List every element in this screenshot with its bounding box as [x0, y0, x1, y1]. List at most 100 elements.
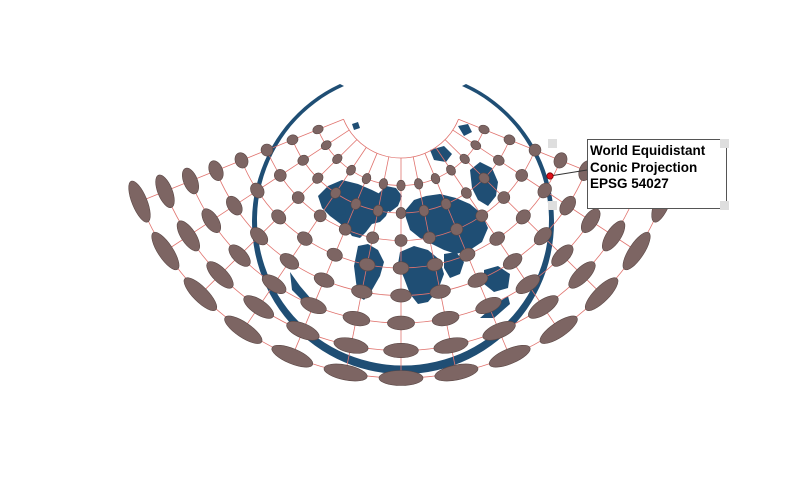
tissot-ellipse	[395, 207, 407, 219]
tissot-ellipse	[176, 220, 200, 252]
tissot-ellipse	[228, 244, 251, 267]
tissot-ellipse	[274, 169, 287, 182]
tissot-ellipse	[497, 191, 511, 204]
tissot-ellipse	[580, 208, 601, 233]
tissot-ellipse	[243, 295, 274, 319]
tissot-ellipse	[297, 231, 313, 246]
tissot-ellipse	[261, 274, 287, 295]
resize-handle-bottom-right[interactable]	[720, 201, 729, 210]
tissot-ellipse	[622, 231, 651, 271]
tissot-ellipse	[155, 174, 175, 208]
tissot-ellipse	[423, 231, 436, 244]
tissot-ellipse	[226, 195, 243, 216]
tissot-ellipse	[467, 272, 489, 288]
anchor-dot[interactable]	[546, 172, 554, 180]
tissot-ellipse	[383, 343, 419, 359]
resize-handle-top-right[interactable]	[720, 139, 729, 148]
tissot-ellipse	[183, 277, 218, 312]
tissot-ellipse	[488, 344, 531, 368]
tissot-ellipse	[372, 204, 384, 217]
annotation-line-1: World Equidistant	[590, 143, 706, 158]
tissot-ellipse	[312, 124, 324, 135]
tissot-ellipse	[151, 231, 180, 271]
tissot-ellipse	[342, 311, 371, 327]
tissot-ellipse	[568, 261, 596, 289]
tissot-ellipse	[291, 191, 305, 204]
tissot-ellipse	[478, 124, 490, 135]
tissot-ellipse	[429, 284, 451, 299]
tissot-ellipse	[313, 272, 335, 288]
tissot-ellipse	[279, 253, 300, 270]
tissot-ellipse	[459, 247, 476, 262]
tissot-ellipse	[515, 209, 531, 225]
land-australia	[484, 266, 510, 292]
tissot-ellipse	[300, 296, 327, 315]
tissot-ellipse	[250, 227, 269, 246]
tissot-ellipse	[396, 179, 406, 192]
tissot-ellipse	[351, 284, 373, 299]
tissot-ellipse	[470, 140, 482, 151]
tissot-ellipse	[533, 227, 552, 246]
annotation-line-3: EPSG 54027	[590, 176, 669, 191]
tissot-ellipse	[271, 344, 314, 368]
tissot-ellipse	[224, 315, 263, 344]
resize-handle-top-left[interactable]	[548, 139, 557, 148]
tissot-ellipse	[313, 209, 327, 223]
tissot-ellipse	[366, 231, 379, 244]
tissot-ellipse	[323, 363, 368, 382]
annotation-callout[interactable]: World Equidistant Conic Projection EPSG …	[587, 139, 727, 209]
tissot-ellipse	[440, 198, 452, 210]
tissot-ellipse	[584, 277, 619, 312]
tissot-ellipse	[346, 164, 356, 176]
tissot-ellipse	[559, 195, 576, 216]
tissot-ellipse	[390, 288, 412, 303]
tissot-ellipse	[446, 164, 456, 176]
tissot-ellipse	[378, 370, 424, 386]
tissot-ellipse	[350, 198, 362, 210]
tissot-ellipse	[250, 182, 265, 199]
tissot-ellipse	[493, 154, 505, 166]
tissot-ellipse	[359, 257, 376, 272]
tissot-ellipse	[392, 261, 410, 275]
land-east-asia	[470, 162, 498, 206]
graticule	[139, 118, 663, 379]
tissot-ellipse	[459, 153, 470, 164]
tissot-ellipse	[515, 274, 541, 295]
tissot-ellipse	[260, 143, 274, 157]
tissot-ellipse	[450, 223, 464, 236]
tissot-ellipse	[338, 223, 352, 236]
tissot-ellipse	[206, 261, 234, 289]
resize-handle-bottom-left[interactable]	[548, 201, 557, 210]
tissot-ellipse	[128, 180, 151, 223]
tissot-ellipse	[515, 169, 528, 182]
tissot-ellipse	[297, 154, 309, 166]
tissot-ellipse	[378, 178, 388, 190]
tissot-ellipse	[539, 315, 578, 344]
tissot-ellipse	[551, 244, 574, 267]
tissot-ellipse	[502, 253, 523, 270]
tissot-ellipse	[475, 296, 502, 315]
tissot-ellipse	[394, 234, 408, 247]
tissot-indicatrices	[128, 124, 674, 386]
tissot-ellipse	[537, 182, 552, 199]
parallel-line	[343, 119, 459, 159]
tissot-ellipse	[332, 153, 343, 164]
tissot-ellipse	[182, 167, 199, 195]
callout-leader	[546, 169, 588, 180]
tissot-ellipse	[528, 143, 542, 157]
tissot-ellipse	[602, 220, 626, 252]
tissot-ellipse	[201, 208, 222, 233]
tissot-ellipse	[482, 321, 516, 341]
leader-line	[549, 169, 588, 177]
tissot-ellipse	[312, 172, 324, 184]
tissot-ellipse	[414, 178, 424, 190]
tissot-ellipse	[326, 247, 343, 262]
tissot-ellipse	[553, 152, 568, 169]
tissot-ellipse	[418, 204, 430, 217]
tissot-ellipse	[234, 152, 249, 169]
tissot-ellipse	[433, 337, 469, 354]
tissot-ellipse	[333, 337, 369, 354]
land-greenland	[378, 186, 402, 212]
